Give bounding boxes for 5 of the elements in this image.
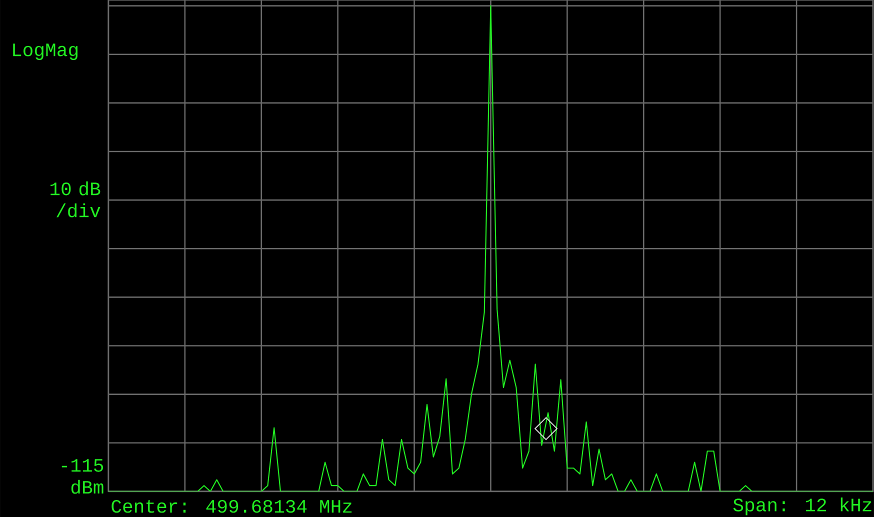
text: Span: 12 kHz xyxy=(733,497,872,516)
y-axis-title: 10 dB /div xyxy=(50,181,100,218)
text: -115 dBm xyxy=(62,458,104,494)
text: LogMag xyxy=(13,43,78,60)
text: Center: 499.68134 MHz xyxy=(112,500,352,513)
